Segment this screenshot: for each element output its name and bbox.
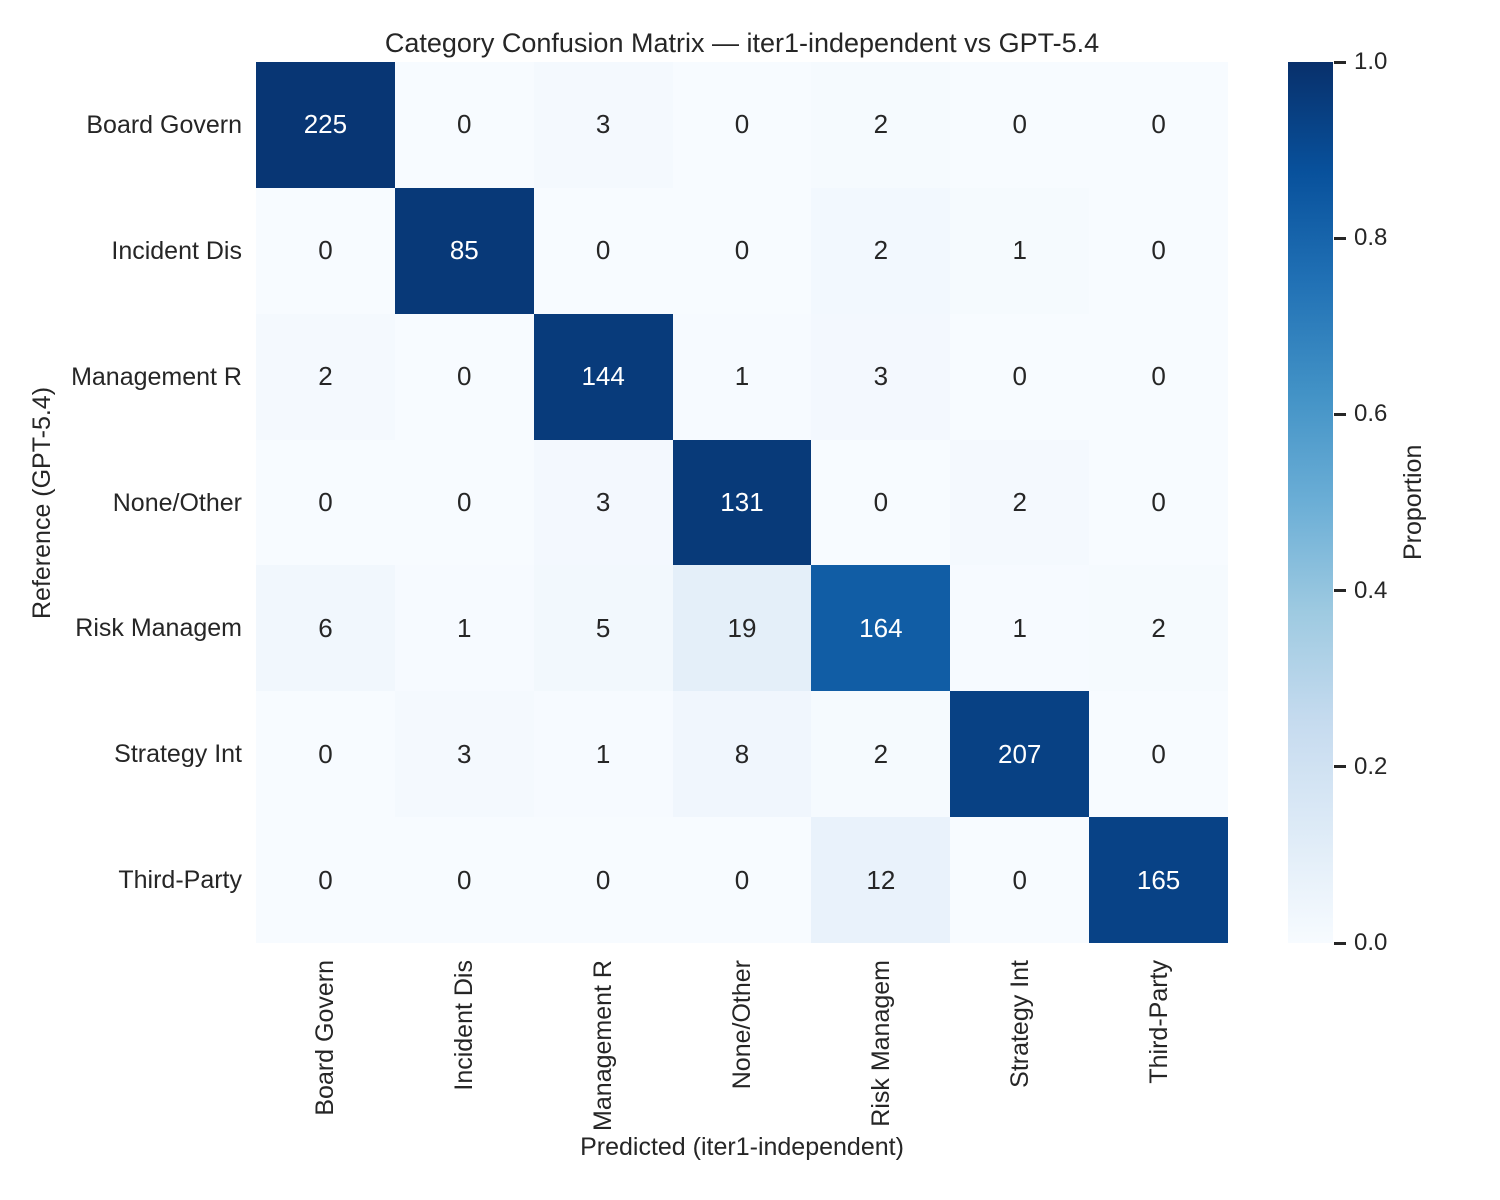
matrix-cell: 0 bbox=[1089, 62, 1228, 188]
matrix-cell: 1 bbox=[533, 691, 673, 818]
matrix-cell: 144 bbox=[533, 313, 673, 440]
matrix-cell: 6 bbox=[256, 565, 395, 692]
colorbar-tick-mark bbox=[1334, 60, 1346, 64]
y-tick-label: Management R bbox=[71, 362, 242, 391]
matrix-cell: 131 bbox=[672, 439, 812, 566]
matrix-cell: 1 bbox=[672, 313, 812, 440]
matrix-cell: 225 bbox=[256, 62, 395, 188]
matrix-cell: 2 bbox=[256, 313, 395, 440]
matrix-cell: 0 bbox=[950, 313, 1090, 440]
x-tick-label: Risk Managem bbox=[866, 960, 895, 1127]
colorbar-tick-mark bbox=[1334, 765, 1346, 769]
y-tick-label: Risk Managem bbox=[75, 614, 242, 643]
matrix-cell: 0 bbox=[1089, 187, 1228, 314]
colorbar-label: Proportion bbox=[1399, 444, 1427, 561]
matrix-cell: 1 bbox=[394, 565, 534, 692]
colorbar-tick-label: 0.8 bbox=[1354, 224, 1388, 252]
y-tick-label: Strategy Int bbox=[114, 740, 242, 769]
matrix-cell: 207 bbox=[950, 691, 1090, 818]
matrix-cell: 0 bbox=[256, 439, 395, 566]
x-tick-label: Strategy Int bbox=[1005, 960, 1034, 1088]
colorbar-tick-mark bbox=[1334, 412, 1346, 416]
y-tick-label: Third-Party bbox=[118, 866, 242, 895]
x-tick-label: Third-Party bbox=[1144, 960, 1173, 1084]
matrix-cell: 0 bbox=[1089, 439, 1228, 566]
x-tick-label: Incident Dis bbox=[450, 960, 479, 1091]
colorbar-tick-label: 0.0 bbox=[1354, 929, 1388, 956]
matrix-cell: 2 bbox=[811, 62, 951, 188]
x-tick-label: None/Other bbox=[728, 960, 756, 1090]
y-tick-label: None/Other bbox=[112, 488, 242, 517]
matrix-cell: 0 bbox=[672, 187, 812, 314]
matrix-cell: 0 bbox=[256, 187, 395, 314]
matrix-cell: 0 bbox=[672, 62, 812, 188]
x-axis-label: Predicted (iter1-independent) bbox=[580, 1133, 904, 1161]
matrix-cell: 0 bbox=[672, 817, 812, 943]
matrix-cell: 1 bbox=[950, 565, 1090, 692]
matrix-cell: 0 bbox=[256, 691, 395, 818]
matrix-cell: 1 bbox=[950, 187, 1090, 314]
matrix-cell: 0 bbox=[394, 439, 534, 566]
matrix-cell: 0 bbox=[394, 62, 534, 188]
matrix-cell: 2 bbox=[811, 187, 951, 314]
matrix-cell: 8 bbox=[672, 691, 812, 818]
matrix-cell: 3 bbox=[394, 691, 534, 818]
matrix-cell: 3 bbox=[533, 439, 673, 566]
matrix-cell: 0 bbox=[950, 817, 1090, 943]
colorbar-tick-label: 0.6 bbox=[1354, 400, 1388, 428]
matrix-cell: 0 bbox=[1089, 691, 1228, 818]
matrix-cell: 3 bbox=[533, 62, 673, 188]
y-tick-label: Incident Dis bbox=[111, 236, 242, 265]
matrix-cell: 0 bbox=[950, 62, 1090, 188]
matrix-cell: 85 bbox=[394, 187, 534, 314]
matrix-cell: 3 bbox=[811, 313, 951, 440]
matrix-cell: 19 bbox=[672, 565, 812, 692]
matrix-cell: 2 bbox=[950, 439, 1090, 566]
y-tick-label: Board Govern bbox=[86, 110, 242, 139]
matrix-cell: 164 bbox=[811, 565, 951, 692]
matrix-cell: 12 bbox=[811, 817, 951, 943]
y-axis-label: Reference (GPT-5.4) bbox=[28, 386, 56, 619]
heatmap-grid: 225 0 3 0 2 0 0 0 85 0 0 2 1 0 2 0 144 1 3 0 0 0 0 3 131 0 2 0 6 1 5 19… bbox=[256, 62, 1228, 943]
x-tick-label: Management R bbox=[589, 960, 618, 1131]
matrix-cell: 0 bbox=[394, 313, 534, 440]
matrix-cell: 2 bbox=[811, 691, 951, 818]
colorbar-tick-mark bbox=[1334, 941, 1346, 945]
x-tick-label: Board Govern bbox=[311, 960, 340, 1116]
colorbar-gradient bbox=[1288, 62, 1333, 943]
matrix-cell: 0 bbox=[533, 817, 673, 943]
colorbar-tick-label: 0.2 bbox=[1354, 752, 1388, 780]
matrix-cell: 5 bbox=[533, 565, 673, 692]
matrix-cell: 0 bbox=[1089, 313, 1228, 440]
matrix-cell: 165 bbox=[1089, 817, 1228, 943]
colorbar-tick-mark bbox=[1334, 589, 1346, 593]
colorbar-tick-label: 1.0 bbox=[1354, 48, 1388, 75]
colorbar-tick-mark bbox=[1334, 236, 1346, 240]
matrix-cell: 0 bbox=[394, 817, 534, 943]
chart-title: Category Confusion Matrix — iter1-indepe… bbox=[384, 28, 1100, 58]
matrix-cell: 0 bbox=[533, 187, 673, 314]
colorbar-tick-label: 0.4 bbox=[1354, 576, 1388, 604]
matrix-cell: 0 bbox=[256, 817, 395, 943]
matrix-cell: 2 bbox=[1089, 565, 1228, 692]
matrix-cell: 0 bbox=[811, 439, 951, 566]
